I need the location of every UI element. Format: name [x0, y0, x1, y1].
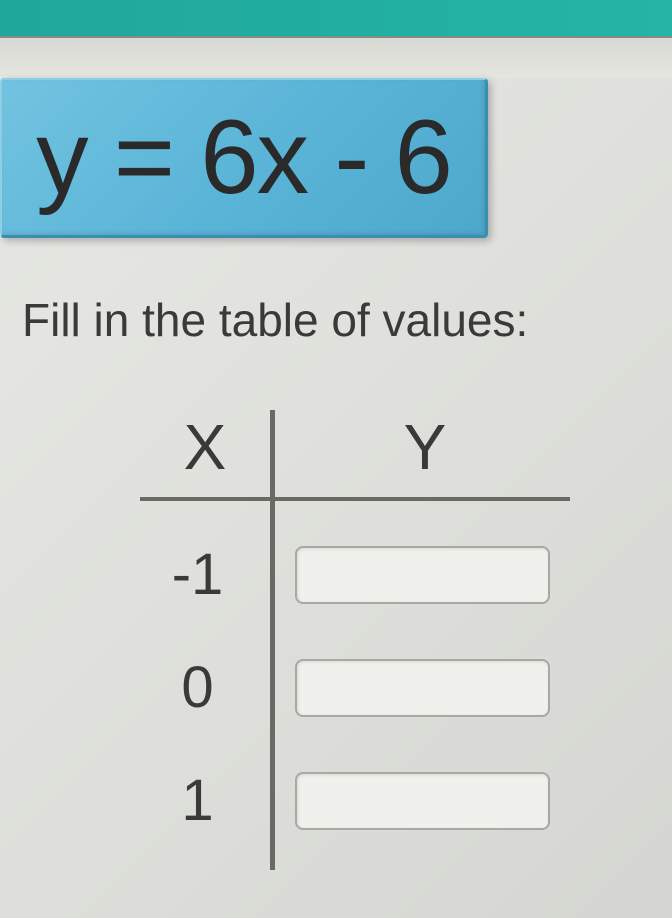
table-row: 0 — [140, 635, 580, 740]
table-vertical-line — [270, 410, 275, 870]
y-input-row-3[interactable] — [295, 772, 550, 830]
spacer — [0, 38, 672, 78]
table-row: 1 — [140, 748, 580, 853]
equation-text: y = 6x - 6 — [36, 98, 451, 218]
column-header-x: X — [140, 410, 270, 484]
x-value-cell: 0 — [140, 654, 270, 721]
top-bar — [0, 0, 672, 38]
equation-box: y = 6x - 6 — [0, 78, 488, 238]
instruction-text: Fill in the table of values: — [22, 293, 672, 347]
x-value-cell: 1 — [140, 767, 270, 834]
table-row: -1 — [140, 522, 580, 627]
table-header-row: X Y — [140, 402, 580, 492]
table-horizontal-line — [140, 497, 570, 501]
values-table: X Y -1 0 1 — [140, 402, 580, 853]
column-header-y: Y — [270, 410, 550, 484]
x-value-cell: -1 — [140, 541, 270, 608]
table-body: -1 0 1 — [140, 522, 580, 853]
y-input-row-2[interactable] — [295, 659, 550, 717]
y-input-row-1[interactable] — [295, 546, 550, 604]
